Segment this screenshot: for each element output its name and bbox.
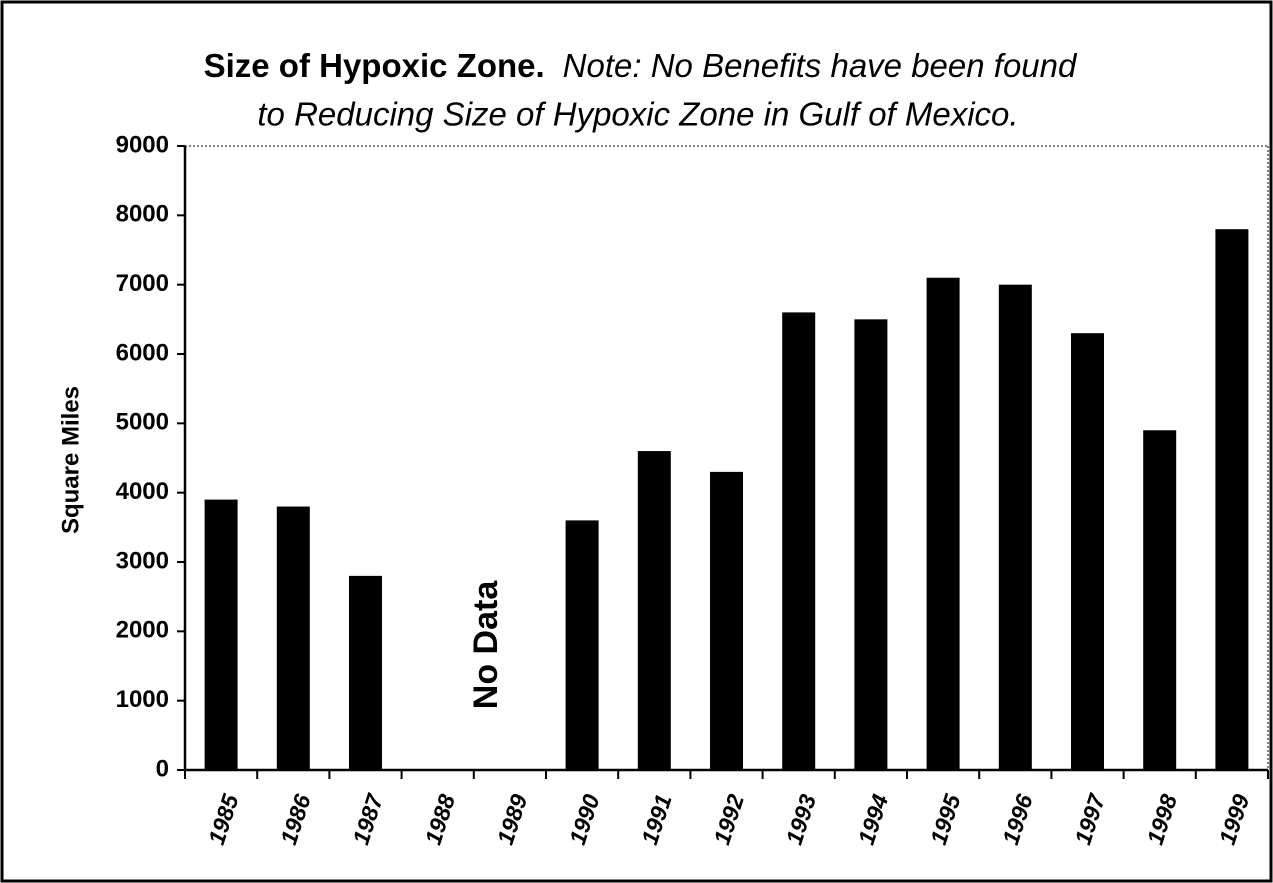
x-tick-label: 1988 xyxy=(420,791,461,848)
bar xyxy=(276,506,310,770)
x-tick-label: 1992 xyxy=(708,791,749,848)
y-tick-label: 3000 xyxy=(116,547,169,574)
bar xyxy=(1215,229,1249,770)
annotation: No Data xyxy=(467,580,505,710)
bar xyxy=(710,471,743,770)
x-tick-label: 1985 xyxy=(203,790,244,848)
title-line-1: Size of Hypoxic Zone. Note: No Benefits h… xyxy=(204,47,1078,84)
x-tick-label: 1994 xyxy=(853,791,894,848)
chart-title: Size of Hypoxic Zone. xyxy=(204,47,545,84)
bar xyxy=(349,575,382,770)
y-tick-label: 7000 xyxy=(116,270,169,297)
bar xyxy=(854,319,888,770)
x-tick-label: 1996 xyxy=(997,791,1038,848)
bar xyxy=(782,312,816,770)
x-tick-label: 1998 xyxy=(1142,791,1183,848)
bar xyxy=(1071,333,1104,770)
y-tick-label: 9000 xyxy=(116,131,169,158)
y-tick-label: 0 xyxy=(156,755,169,782)
x-tick-label: 1987 xyxy=(347,790,388,848)
note-line: to Reducing Size of Hypoxic Zone in Gulf… xyxy=(257,96,1018,133)
note-line: Note: No Benefits have been found xyxy=(563,47,1078,84)
bar xyxy=(637,451,671,770)
bar xyxy=(998,284,1032,770)
bar xyxy=(1143,430,1177,770)
y-tick-label: 6000 xyxy=(116,339,169,366)
x-tick-label: 1990 xyxy=(564,791,605,848)
x-tick-label: 1991 xyxy=(636,791,677,848)
x-tick-label: 1989 xyxy=(492,791,533,848)
x-tick-label: 1999 xyxy=(1214,791,1255,848)
bar xyxy=(204,499,238,770)
x-tick-label: 1995 xyxy=(925,790,966,848)
y-tick-label: 4000 xyxy=(116,478,169,505)
x-tick-label: 1997 xyxy=(1069,790,1110,848)
y-tick-label: 5000 xyxy=(116,409,169,436)
bar xyxy=(926,277,960,770)
x-tick-label: 1986 xyxy=(275,791,316,848)
bar xyxy=(565,520,599,770)
y-tick-label: 8000 xyxy=(116,201,169,228)
x-tick-label: 1993 xyxy=(781,791,822,848)
y-tick-label: 2000 xyxy=(116,617,169,644)
y-axis-label: Square Miles xyxy=(57,386,84,534)
y-tick-label: 1000 xyxy=(116,686,169,713)
